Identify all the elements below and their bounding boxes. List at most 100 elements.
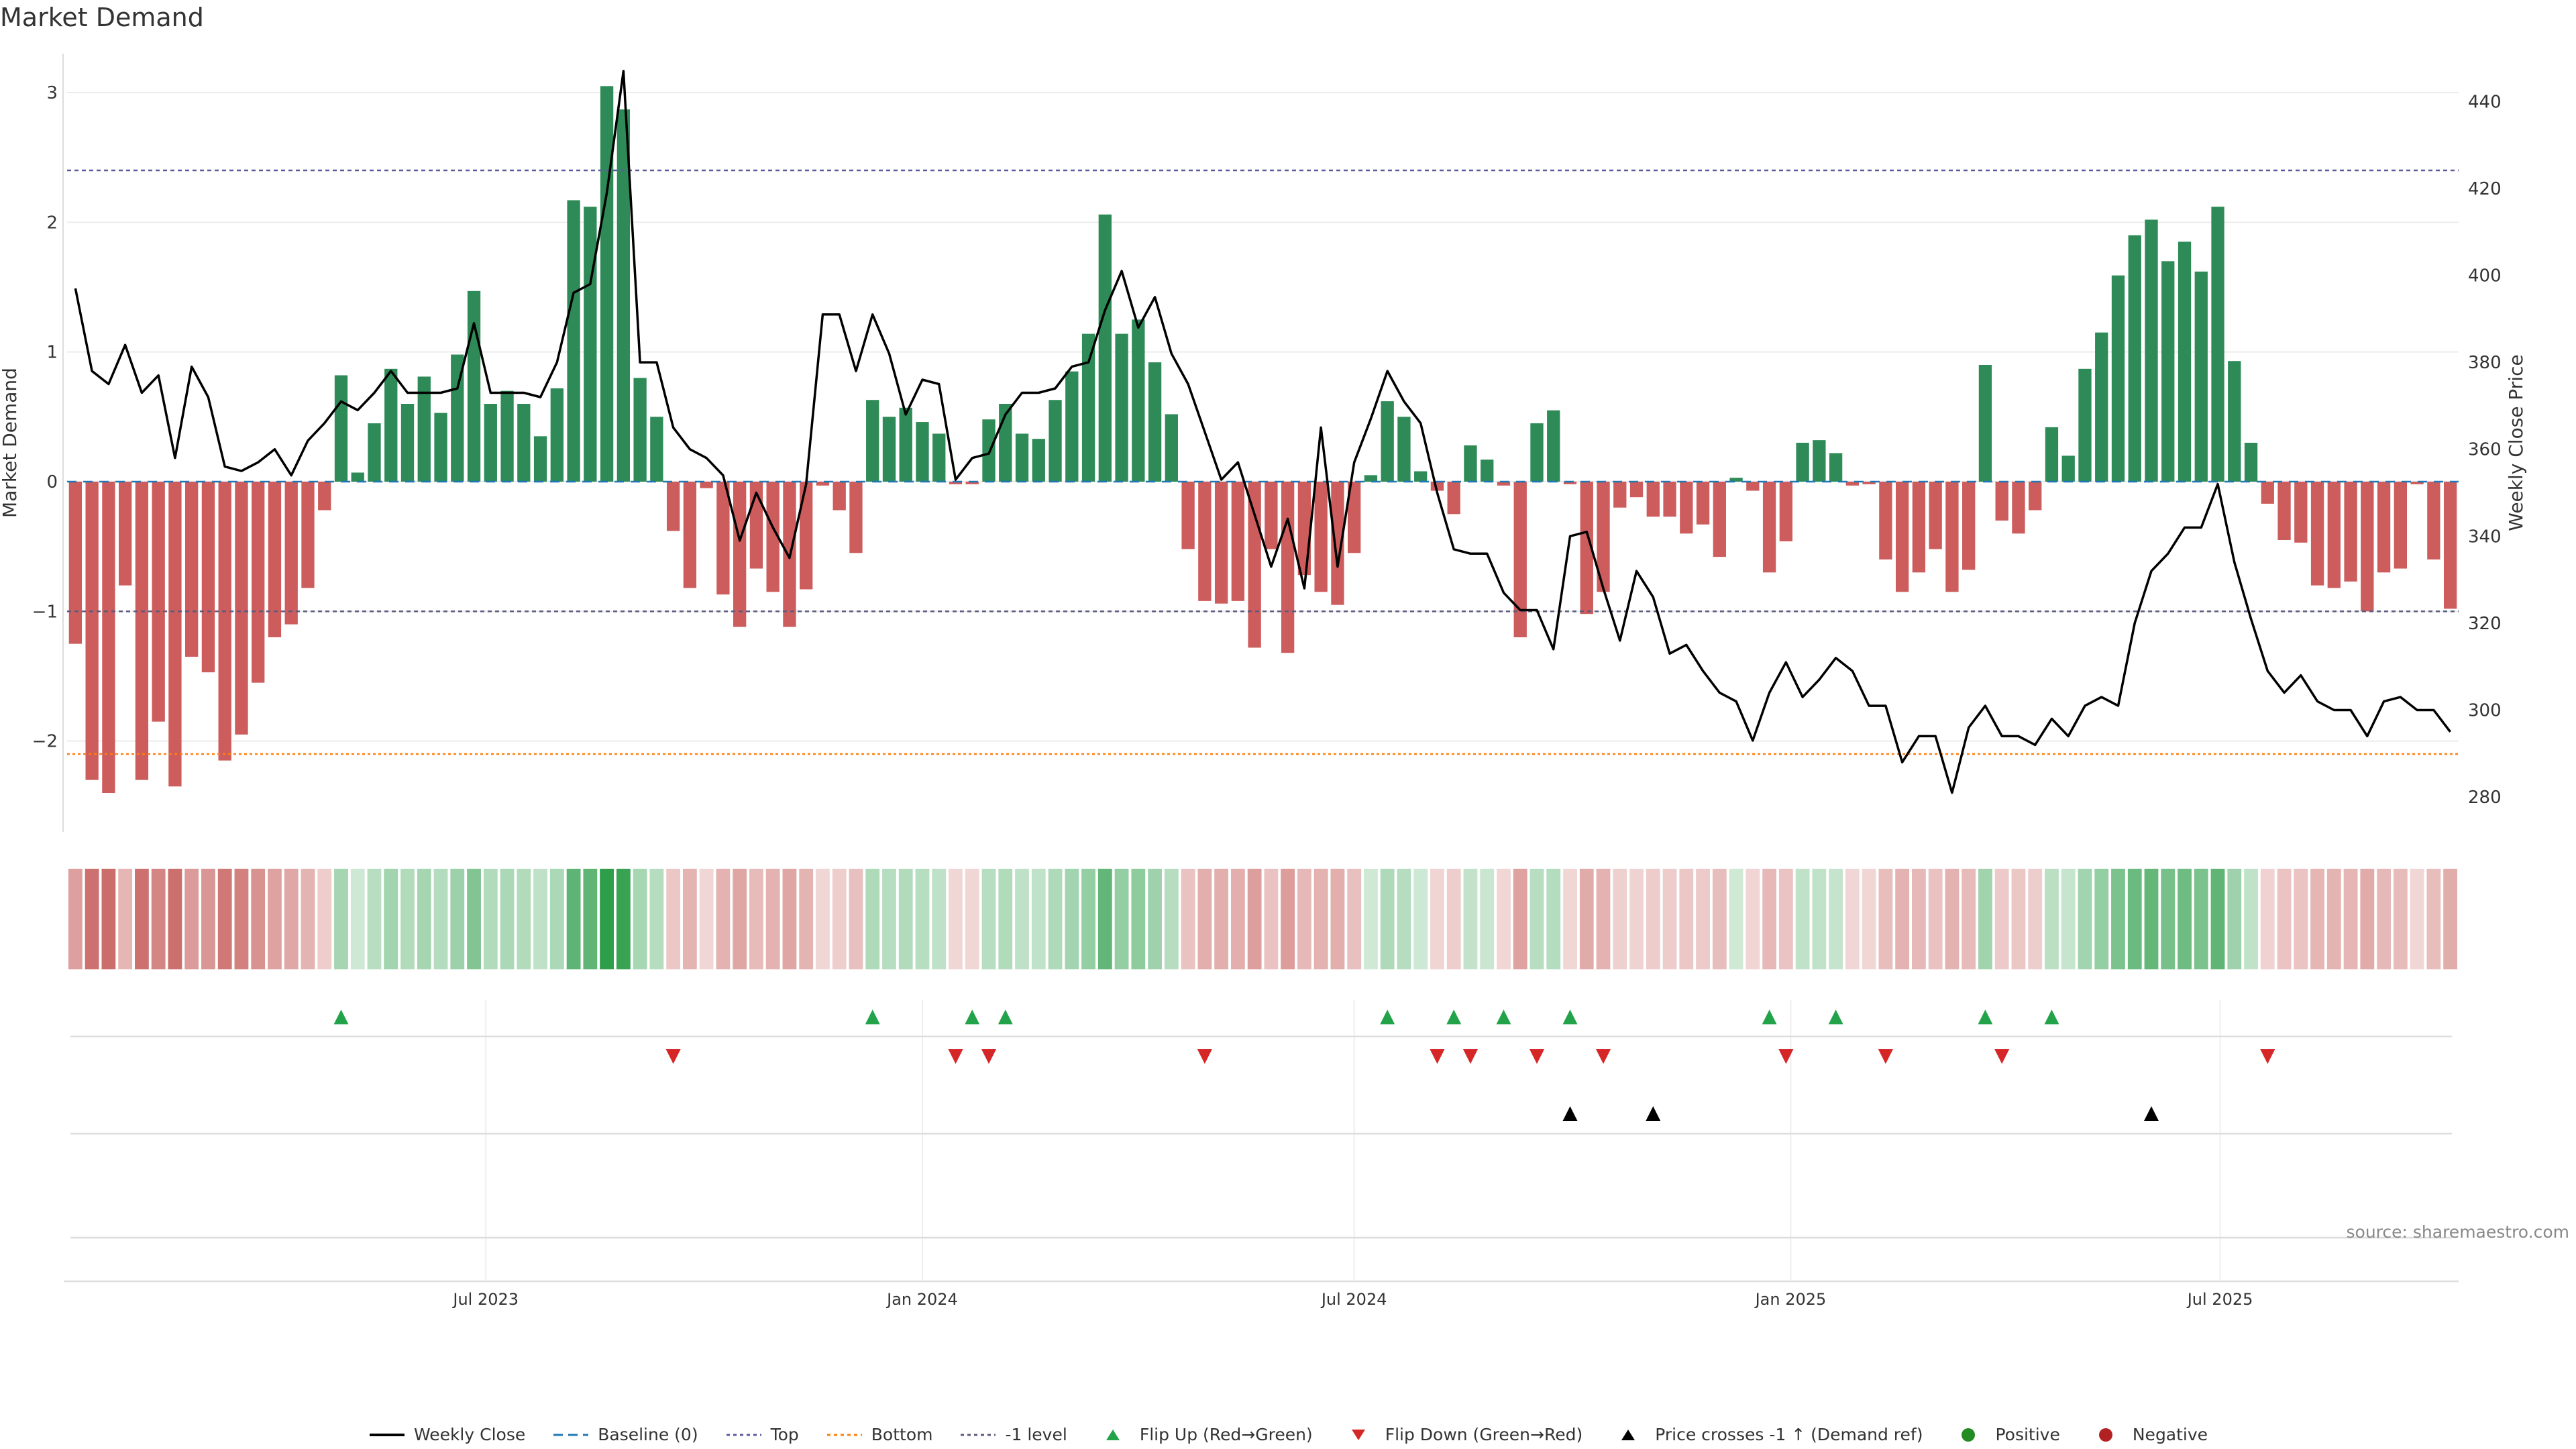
chart-title: Market Demand (0, 3, 204, 32)
price-cross-marker (1646, 1106, 1661, 1121)
heat-cell (1662, 869, 1677, 969)
heat-cell (251, 869, 266, 969)
demand-bar (1049, 400, 1062, 482)
demand-bar (1746, 482, 1760, 491)
heat-cell (799, 869, 814, 969)
heat-cell (1264, 869, 1279, 969)
heat-cell (2227, 869, 2242, 969)
demand-bar (1148, 362, 1162, 482)
demand-bar (85, 482, 99, 780)
heat-cell (1313, 869, 1328, 969)
heat-cell (1912, 869, 1926, 969)
demand-bar (1995, 482, 2008, 521)
demand-bar (284, 482, 298, 625)
heat-cell (965, 869, 979, 969)
demand-bar (1281, 482, 1295, 653)
source-note: source: sharemaestro.com (2346, 1222, 2570, 1242)
heat-cell (566, 869, 581, 969)
heat-cell (2426, 869, 2441, 969)
heat-cell (1380, 869, 1395, 969)
demand-bar (733, 482, 747, 627)
heat-cell (201, 869, 215, 969)
heat-cell (549, 869, 564, 969)
demand-bar (218, 482, 231, 761)
demand-bar (2061, 455, 2075, 482)
legend-item-top: Top (725, 1425, 799, 1444)
heat-cell (2277, 869, 2292, 969)
demand-bar (949, 482, 963, 484)
legend-item-flipdown: Flip Down (Green→Red) (1340, 1425, 1583, 1444)
demand-bar (533, 436, 547, 482)
heat-cell (733, 869, 747, 969)
demand-bar (2012, 482, 2025, 534)
demand-bar (2029, 482, 2042, 511)
demand-bar (1364, 475, 1378, 482)
heat-cell (1696, 869, 1710, 969)
demand-bar (1829, 453, 1843, 482)
demand-bar (1663, 482, 1676, 517)
heat-cell (1497, 869, 1511, 969)
heat-cell (2028, 869, 2043, 969)
legend-swatch (369, 1433, 405, 1436)
demand-bar (400, 404, 415, 482)
flip-down-marker (1878, 1049, 1893, 1064)
heat-cell (85, 869, 99, 969)
heat-cell (2326, 869, 2341, 969)
demand-bar (1547, 410, 1560, 482)
legend-swatch (961, 1434, 996, 1436)
heat-cell (1746, 869, 1760, 969)
demand-bar (550, 388, 564, 482)
legend-swatch (726, 1434, 761, 1436)
heat-cell (782, 869, 797, 969)
demand-bar (2178, 241, 2192, 482)
flip-up-marker (1496, 1010, 1511, 1024)
heat-cell (118, 869, 133, 969)
demand-bar (1945, 482, 1959, 592)
legend-triangle-down (1351, 1429, 1365, 1440)
heat-cell (1679, 869, 1694, 969)
demand-bar (1580, 482, 1593, 614)
y2-axis-label: Weekly Close Price (2505, 354, 2527, 531)
demand-bar (102, 482, 115, 793)
demand-bar (2078, 368, 2092, 482)
heat-cell (1994, 869, 2009, 969)
legend-label: Flip Down (Green→Red) (1385, 1425, 1583, 1444)
demand-bar (866, 400, 879, 482)
heat-cell (865, 869, 880, 969)
flip-up-marker (965, 1010, 980, 1024)
demand-bar (417, 376, 431, 482)
weekly-close-layer (74, 70, 2451, 794)
demand-bar (2161, 261, 2175, 482)
demand-bar (932, 433, 946, 482)
heat-cell (1015, 869, 1029, 969)
legend-swatch (1962, 1428, 1976, 1442)
demand-bar (118, 482, 132, 586)
legend-swatch (2098, 1428, 2112, 1442)
demand-bar (1929, 482, 1942, 549)
x-tick-label: Jul 2023 (451, 1290, 519, 1309)
demand-bar (1248, 482, 1261, 648)
demand-bar (467, 290, 481, 482)
heat-cell (384, 869, 398, 969)
flip-up-marker (1978, 1010, 1993, 1024)
demand-bar (252, 482, 265, 683)
heat-cell (2343, 869, 2358, 969)
heat-cell (1114, 869, 1129, 969)
flip-down-marker (1462, 1049, 1478, 1064)
heat-cell (2294, 869, 2308, 969)
demand-bar (2294, 482, 2308, 543)
demand-bar (1214, 482, 1228, 604)
heat-cell (168, 869, 182, 969)
demand-bar (633, 378, 647, 482)
heat-cell (2244, 869, 2258, 969)
legend-item-flipup: Flip Up (Red→Green) (1094, 1425, 1313, 1444)
legend-swatch (1351, 1429, 1365, 1440)
heat-cell (716, 869, 731, 969)
demand-bar (1481, 460, 1494, 482)
demand-bar (2410, 482, 2424, 484)
demand-bar (683, 482, 697, 588)
demand-bar (1497, 482, 1511, 486)
legend-triangle-up (1106, 1429, 1120, 1440)
demand-bar (1912, 482, 1926, 573)
